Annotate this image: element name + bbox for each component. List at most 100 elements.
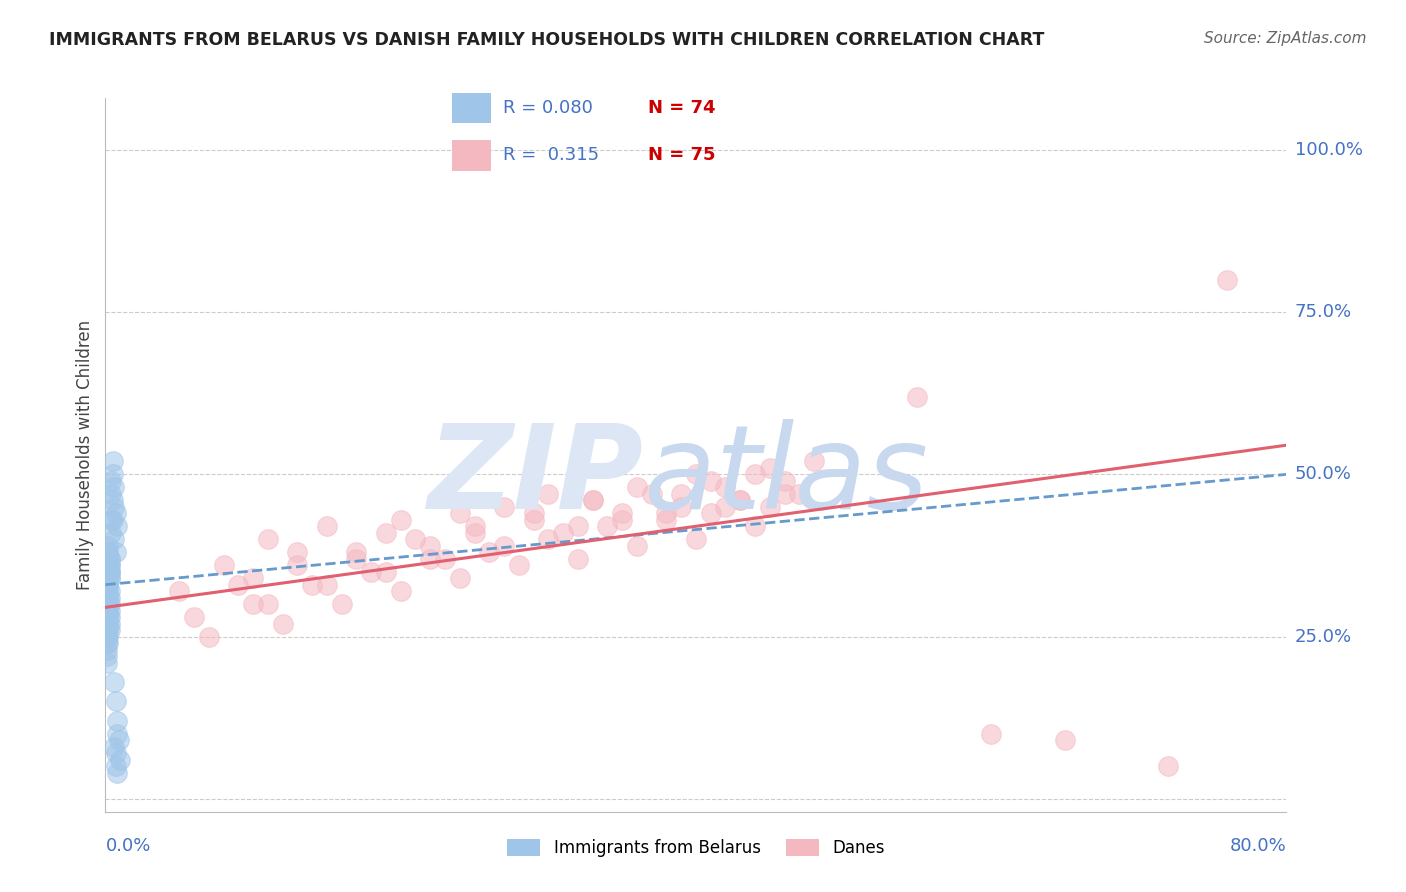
Point xyxy=(97,558,120,573)
Point xyxy=(685,467,707,482)
Point xyxy=(105,765,128,780)
Point xyxy=(104,747,127,761)
Point xyxy=(744,519,766,533)
Text: N = 75: N = 75 xyxy=(648,146,716,164)
Point xyxy=(315,519,337,533)
Point xyxy=(97,551,120,566)
Point xyxy=(699,474,723,488)
Point xyxy=(256,533,278,547)
Point xyxy=(508,558,530,573)
Point xyxy=(97,565,120,579)
Point xyxy=(96,577,118,591)
Text: 0.0%: 0.0% xyxy=(105,837,150,855)
Point xyxy=(98,558,121,573)
Point xyxy=(212,558,235,573)
Point xyxy=(103,675,125,690)
Point xyxy=(96,584,118,599)
Point xyxy=(626,539,648,553)
Point xyxy=(374,525,396,540)
Text: R =  0.315: R = 0.315 xyxy=(503,146,599,164)
Point xyxy=(463,519,486,533)
Text: IMMIGRANTS FROM BELARUS VS DANISH FAMILY HOUSEHOLDS WITH CHILDREN CORRELATION CH: IMMIGRANTS FROM BELARUS VS DANISH FAMILY… xyxy=(49,31,1045,49)
Point xyxy=(714,500,737,514)
Text: 25.0%: 25.0% xyxy=(1295,628,1353,646)
Text: R = 0.080: R = 0.080 xyxy=(503,99,593,117)
Point xyxy=(744,467,766,482)
Point xyxy=(97,636,120,650)
Point xyxy=(107,733,129,747)
Point xyxy=(96,597,118,611)
Point xyxy=(97,623,120,637)
Point xyxy=(1216,273,1239,287)
Point xyxy=(463,525,486,540)
Point xyxy=(685,533,707,547)
Point xyxy=(100,474,122,488)
Point xyxy=(773,487,796,501)
Point xyxy=(96,545,118,559)
Point xyxy=(105,727,128,741)
Point xyxy=(640,487,664,501)
Point xyxy=(671,487,693,501)
Point xyxy=(567,519,589,533)
Point xyxy=(315,577,337,591)
Point xyxy=(98,597,121,611)
Point xyxy=(97,604,120,618)
Point xyxy=(226,577,250,591)
Y-axis label: Family Households with Children: Family Households with Children xyxy=(76,320,94,590)
Point xyxy=(655,513,678,527)
Point xyxy=(197,630,219,644)
Point xyxy=(103,739,125,754)
Point xyxy=(803,454,825,468)
Point xyxy=(626,480,648,494)
Point xyxy=(98,604,121,618)
Point xyxy=(787,487,810,501)
Point xyxy=(97,591,120,605)
Point xyxy=(104,694,127,708)
Point xyxy=(105,714,128,728)
Point xyxy=(389,584,412,599)
Point xyxy=(96,623,118,637)
Point xyxy=(478,545,501,559)
Point xyxy=(98,558,121,573)
Point xyxy=(101,454,124,468)
Point xyxy=(96,642,118,657)
Point xyxy=(449,571,471,585)
Point xyxy=(522,513,544,527)
Point xyxy=(98,616,121,631)
Point xyxy=(728,493,751,508)
Text: 75.0%: 75.0% xyxy=(1295,303,1353,321)
Point xyxy=(404,533,426,547)
Point xyxy=(98,551,121,566)
Point xyxy=(905,390,928,404)
Point xyxy=(96,571,118,585)
Point xyxy=(98,565,121,579)
Point xyxy=(581,493,603,508)
Point xyxy=(433,551,456,566)
Point xyxy=(103,500,125,514)
Point xyxy=(96,648,118,663)
Point xyxy=(98,610,121,624)
Point xyxy=(301,577,323,591)
Point xyxy=(374,565,396,579)
Point xyxy=(183,610,205,624)
Point xyxy=(96,591,118,605)
Point xyxy=(537,533,560,547)
Point xyxy=(97,597,120,611)
Point xyxy=(100,487,122,501)
Point xyxy=(346,551,368,566)
Point xyxy=(1157,759,1180,773)
Point xyxy=(97,539,120,553)
Point xyxy=(287,558,309,573)
Point xyxy=(537,487,560,501)
Point xyxy=(98,565,121,579)
Point xyxy=(567,551,589,566)
Point xyxy=(522,506,544,520)
Point xyxy=(104,759,127,773)
Point xyxy=(759,500,782,514)
Point xyxy=(699,506,723,520)
Bar xyxy=(451,140,491,170)
Point xyxy=(287,545,309,559)
Point xyxy=(97,571,120,585)
Point xyxy=(97,584,120,599)
Text: N = 74: N = 74 xyxy=(648,99,716,117)
